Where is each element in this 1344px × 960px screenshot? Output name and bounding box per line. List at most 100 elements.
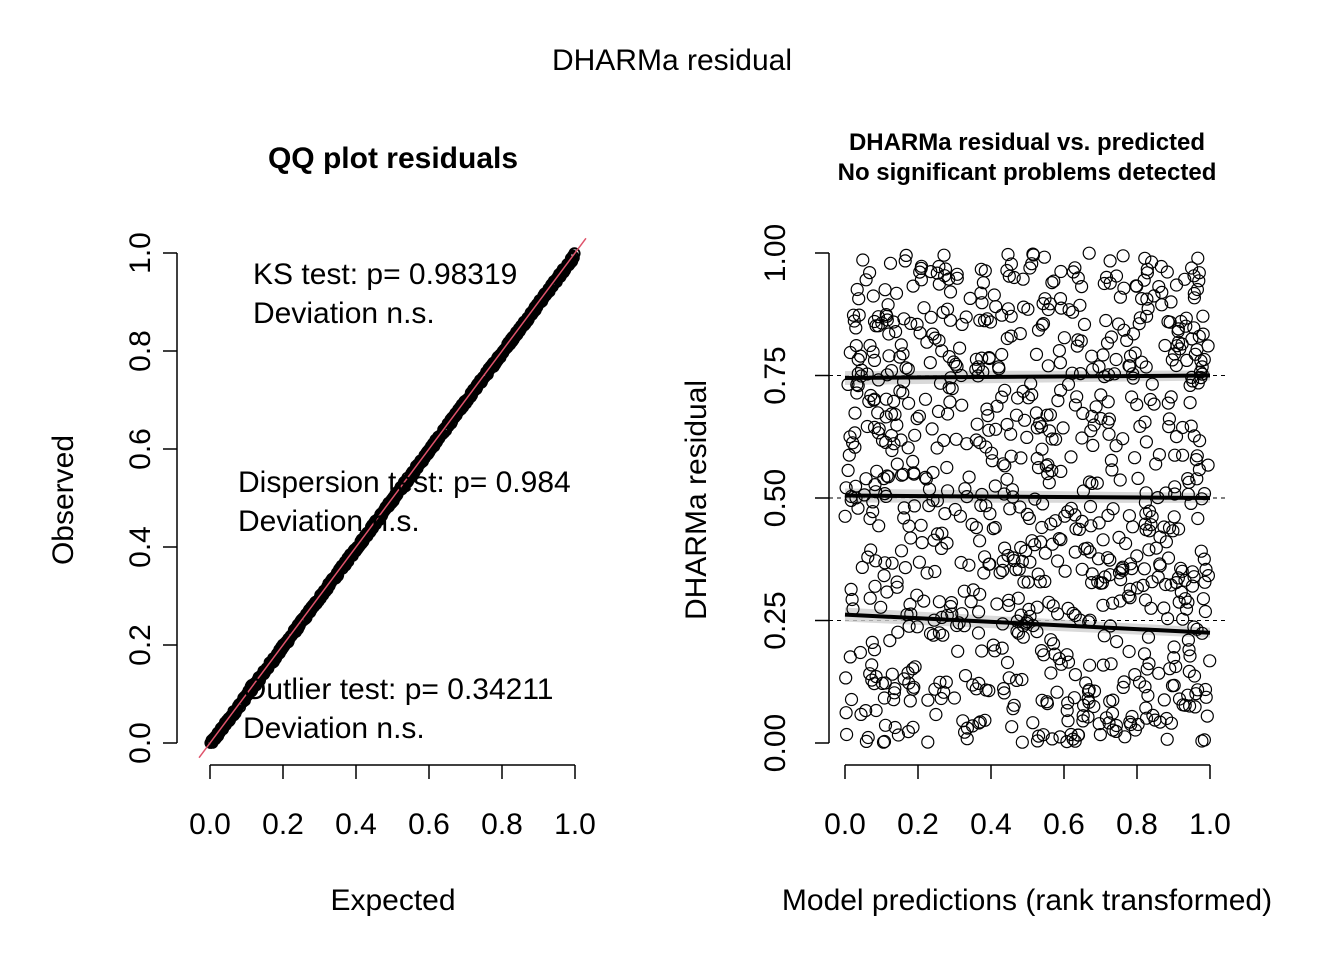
residual-point [1199, 562, 1213, 577]
residual-point [894, 544, 909, 558]
residual-point [1200, 709, 1214, 723]
residual-point [876, 735, 891, 749]
residual-point [1101, 395, 1115, 409]
residual-point [1116, 249, 1130, 263]
residual-point [1109, 634, 1124, 649]
residual-point [1106, 723, 1120, 737]
residual-point [1013, 500, 1027, 514]
residual-point [1187, 286, 1201, 301]
residual-point [903, 597, 917, 612]
residual-point [1165, 679, 1180, 693]
residual-point [910, 620, 924, 634]
qq-x-tick-label: 0.4 [335, 808, 377, 841]
residual-point [1105, 596, 1120, 610]
residual-panel: DHARMa residual vs. predicted No signifi… [680, 129, 1272, 917]
residual-point [1201, 339, 1215, 353]
residual-point [844, 582, 858, 597]
residual-point [1141, 688, 1155, 703]
qq-title: QQ plot residuals [268, 142, 518, 175]
residual-point [1185, 565, 1200, 579]
residual-point [1167, 510, 1181, 524]
residual-point [997, 541, 1012, 555]
residual-point [1171, 324, 1185, 339]
residual-point [1085, 476, 1099, 490]
residual-point [871, 373, 886, 387]
residual-point [869, 703, 883, 718]
residual-point [878, 556, 892, 570]
qq-y-tick-label: 0.6 [124, 428, 157, 470]
qq-y-tick-label: 1.0 [124, 232, 157, 274]
residual-quantile-fits [844, 373, 1211, 635]
residual-x-ticks: 0.0 0.2 0.4 0.6 0.8 1.0 [824, 765, 1231, 841]
residual-point [955, 398, 969, 412]
residual-point [1013, 327, 1027, 341]
residual-point [848, 406, 862, 420]
residual-point [1139, 360, 1153, 374]
residual-point [954, 555, 968, 570]
residual-point [1004, 427, 1018, 441]
outlier-test-text: Outlier test: p= 0.34211 [243, 673, 553, 706]
residual-point [1113, 473, 1127, 487]
residual-point [1109, 352, 1123, 367]
residual-point [1106, 693, 1120, 707]
residual-point [1194, 544, 1208, 558]
residual-point [1140, 262, 1154, 276]
residual-point [878, 718, 893, 732]
residual-point [1164, 390, 1178, 404]
residual-point [871, 406, 885, 420]
residual-point [1081, 684, 1096, 698]
residual-point [917, 301, 931, 315]
dispersion-deviation-text: Deviation n.s. [238, 505, 420, 538]
residual-point [1195, 360, 1209, 374]
residual-point [1169, 278, 1184, 292]
residual-point [1001, 302, 1015, 316]
residual-point [938, 262, 953, 276]
residual-point [1145, 377, 1159, 391]
residual-point [942, 381, 956, 395]
residual-point [1140, 292, 1154, 306]
residual-point [890, 575, 904, 589]
residual-point [1084, 424, 1098, 438]
residual-point [1074, 280, 1089, 294]
residual-point [995, 308, 1009, 322]
residual-point [1084, 575, 1099, 590]
residual-point [1169, 659, 1183, 674]
residual-point [1167, 640, 1181, 654]
qq-x-label: Expected [330, 884, 455, 917]
residual-point [1117, 281, 1131, 295]
residual-point [940, 407, 955, 421]
residual-point [1070, 390, 1084, 404]
residual-point [988, 644, 1002, 658]
qq-x-tick-label: 0.6 [408, 808, 450, 841]
residual-point [1192, 274, 1206, 288]
qq-y-tick-label: 0.0 [124, 722, 157, 764]
residual-y-label: DHARMa residual [680, 380, 713, 620]
residual-point [1015, 672, 1029, 687]
residual-point [867, 392, 882, 406]
residual-point [1061, 714, 1075, 728]
residual-point [969, 520, 984, 535]
residual-point [1191, 251, 1205, 265]
residual-point [1009, 408, 1024, 422]
residual-point [906, 720, 920, 734]
residual-point [921, 693, 935, 707]
residual-point [1131, 471, 1145, 485]
residual-point [914, 273, 929, 287]
residual-point [948, 357, 963, 371]
residual-point [936, 305, 950, 319]
residual-point [910, 412, 924, 426]
residual-point [1193, 365, 1208, 379]
residual-point [1004, 309, 1018, 323]
residual-point [929, 707, 943, 722]
residual-point [920, 566, 934, 580]
residual-point [1080, 541, 1095, 555]
residual-x-tick-label: 0.6 [1043, 808, 1085, 841]
residual-point [1042, 595, 1056, 609]
residual-point [1082, 475, 1097, 489]
residual-point [904, 531, 918, 545]
residual-point [1050, 685, 1064, 699]
qq-x-ticks: 0.0 0.2 0.4 0.6 0.8 1.0 [189, 765, 596, 841]
residual-point [889, 286, 904, 300]
residual-point [1183, 649, 1197, 663]
residual-point [1174, 314, 1188, 329]
